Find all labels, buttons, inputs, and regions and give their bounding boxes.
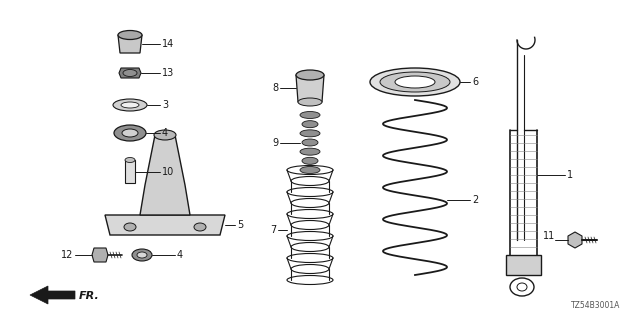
Text: 6: 6: [472, 77, 478, 87]
Ellipse shape: [154, 130, 176, 140]
Polygon shape: [30, 286, 75, 304]
Ellipse shape: [132, 249, 152, 261]
Text: 11: 11: [543, 231, 555, 241]
Ellipse shape: [395, 76, 435, 88]
Ellipse shape: [122, 129, 138, 137]
Text: 13: 13: [162, 68, 174, 78]
Text: 9: 9: [272, 138, 278, 148]
Polygon shape: [125, 160, 135, 183]
Text: 3: 3: [162, 100, 168, 110]
Text: 12: 12: [61, 250, 73, 260]
Text: 2: 2: [472, 195, 478, 205]
Text: 10: 10: [162, 167, 174, 177]
Ellipse shape: [125, 157, 135, 163]
Polygon shape: [568, 232, 582, 248]
Ellipse shape: [300, 166, 320, 173]
Text: 4: 4: [177, 250, 183, 260]
Text: 7: 7: [269, 225, 276, 235]
Ellipse shape: [380, 72, 450, 92]
Polygon shape: [92, 248, 108, 262]
Ellipse shape: [302, 121, 318, 128]
Text: 1: 1: [567, 170, 573, 180]
Polygon shape: [140, 135, 190, 215]
Text: TZ54B3001A: TZ54B3001A: [571, 301, 620, 310]
Ellipse shape: [300, 130, 320, 137]
Ellipse shape: [114, 125, 146, 141]
Ellipse shape: [123, 69, 137, 76]
Ellipse shape: [194, 223, 206, 231]
Ellipse shape: [370, 68, 460, 96]
Text: 4: 4: [162, 128, 168, 138]
Ellipse shape: [300, 148, 320, 155]
Ellipse shape: [137, 252, 147, 258]
Text: 5: 5: [237, 220, 243, 230]
Polygon shape: [296, 75, 324, 102]
Ellipse shape: [121, 102, 139, 108]
Ellipse shape: [302, 157, 318, 164]
Ellipse shape: [298, 98, 322, 106]
Ellipse shape: [302, 139, 318, 146]
Ellipse shape: [124, 223, 136, 231]
Ellipse shape: [296, 70, 324, 80]
Polygon shape: [105, 215, 225, 235]
Text: 14: 14: [162, 39, 174, 49]
Ellipse shape: [113, 99, 147, 111]
Polygon shape: [119, 68, 141, 78]
Polygon shape: [506, 255, 541, 275]
Text: 8: 8: [272, 83, 278, 93]
Ellipse shape: [118, 30, 142, 39]
Polygon shape: [118, 35, 142, 53]
Text: FR.: FR.: [79, 291, 100, 301]
Ellipse shape: [300, 111, 320, 118]
